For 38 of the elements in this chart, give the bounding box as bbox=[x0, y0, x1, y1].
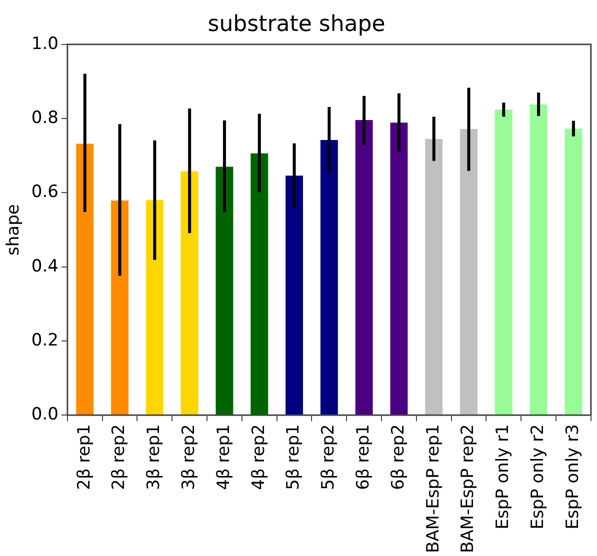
y-tick-label: 1.0 bbox=[31, 34, 58, 54]
x-tick-label: 6β rep2 bbox=[388, 424, 408, 490]
x-tick-label: BAM-EspP rep2 bbox=[458, 424, 478, 554]
x-tick-label: 3β rep2 bbox=[179, 424, 200, 490]
x-tick-label: 5β rep1 bbox=[284, 424, 304, 490]
x-tick-label: 4β rep2 bbox=[248, 424, 269, 490]
bar bbox=[494, 110, 512, 415]
bar bbox=[460, 128, 478, 415]
y-tick-label: 0.0 bbox=[31, 404, 58, 425]
bar bbox=[530, 104, 548, 415]
bar bbox=[180, 171, 198, 415]
bar bbox=[320, 140, 338, 415]
bar bbox=[76, 144, 94, 415]
bar bbox=[286, 176, 303, 415]
y-tick-label: 0.4 bbox=[31, 256, 58, 276]
x-tick-label: 2β rep1 bbox=[74, 424, 94, 490]
y-tick-label: 0.8 bbox=[31, 108, 58, 128]
bar bbox=[146, 200, 164, 415]
x-tick-label: 6β rep1 bbox=[353, 424, 374, 490]
chart-title: substrate shape bbox=[208, 12, 386, 37]
bar bbox=[425, 138, 443, 415]
bar bbox=[355, 120, 373, 415]
x-tick-label: EspP only r3 bbox=[562, 424, 583, 530]
bar bbox=[564, 128, 582, 415]
bar bbox=[216, 166, 234, 415]
bar bbox=[390, 122, 408, 415]
x-tick-label: 3β rep1 bbox=[144, 424, 164, 490]
x-tick-label: 4β rep1 bbox=[214, 424, 234, 490]
x-tick-label: EspP only r1 bbox=[493, 424, 514, 530]
y-tick-label: 0.2 bbox=[31, 330, 58, 350]
x-tick-label: 5β rep2 bbox=[318, 424, 339, 490]
y-tick-label: 0.6 bbox=[31, 182, 58, 202]
x-tick-label: BAM-EspP rep1 bbox=[423, 424, 444, 554]
bar bbox=[111, 200, 129, 415]
x-tick-label: 2β rep2 bbox=[109, 424, 130, 490]
x-tick-label: EspP only r2 bbox=[528, 424, 548, 530]
bar bbox=[250, 153, 268, 415]
y-axis-title: shape bbox=[4, 204, 24, 256]
